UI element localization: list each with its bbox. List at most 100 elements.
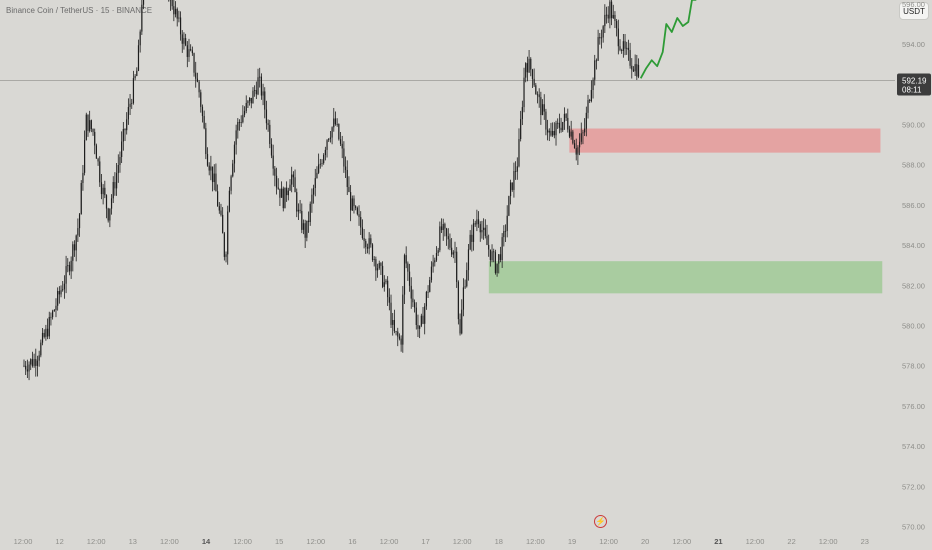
candle-body xyxy=(528,58,530,73)
candle-body xyxy=(432,262,434,267)
candle-body xyxy=(343,148,345,167)
candle-body xyxy=(585,112,587,129)
candle-body xyxy=(504,230,507,232)
candle-body xyxy=(297,209,300,212)
candle-body xyxy=(117,165,119,174)
candle-body xyxy=(380,263,382,266)
candle-body xyxy=(550,130,552,136)
candle-body xyxy=(358,214,360,218)
candle-body xyxy=(114,182,116,189)
candle-body xyxy=(590,89,592,102)
candle-body xyxy=(363,238,365,242)
candle-body xyxy=(479,224,481,233)
x-tick-label: 12:00 xyxy=(819,537,838,546)
candle-body xyxy=(393,320,395,332)
candle-body xyxy=(420,315,422,326)
candle-body xyxy=(439,226,441,251)
candle-body xyxy=(425,291,427,307)
x-axis[interactable]: 12:00 12 12:00 13 12:00 14 12:00 15 12:00 16 12:00… xyxy=(14,537,869,546)
candle-body xyxy=(552,130,554,136)
candle-body xyxy=(405,255,407,264)
candle-body xyxy=(353,198,355,207)
candle-body xyxy=(23,365,25,367)
candle-body xyxy=(186,45,188,57)
candle-body xyxy=(282,188,284,209)
candle-body xyxy=(302,223,305,230)
candle-body xyxy=(546,129,549,133)
candle-body xyxy=(498,254,500,264)
candle-body xyxy=(366,247,369,249)
candle-body xyxy=(52,311,54,318)
candle-body xyxy=(629,50,631,66)
x-tick-label: 12:00 xyxy=(453,537,472,546)
candle-body xyxy=(316,172,318,179)
candle-body xyxy=(289,184,291,191)
candle-body xyxy=(395,331,397,332)
candle-body xyxy=(560,127,562,131)
candle-body xyxy=(243,110,246,115)
candle-body xyxy=(488,244,490,250)
candle-body xyxy=(237,122,239,131)
candle-body xyxy=(104,187,106,196)
candle-body xyxy=(326,140,328,150)
x-tick-label: 13 xyxy=(129,537,137,546)
candle-body xyxy=(195,72,197,79)
candle-body xyxy=(306,220,308,238)
candle-body xyxy=(200,92,202,107)
candle-body xyxy=(40,342,42,356)
currency-button[interactable]: USDT xyxy=(899,2,929,20)
candle-body xyxy=(264,91,266,110)
candle-body xyxy=(107,208,109,221)
candle-body xyxy=(483,227,485,230)
candle-body xyxy=(228,190,230,212)
candle-body xyxy=(294,177,296,193)
candle-body xyxy=(471,234,473,242)
candle-body xyxy=(365,241,367,248)
candle-body xyxy=(190,49,192,51)
lightning-icon[interactable]: ⚡ xyxy=(594,515,607,528)
candle-body xyxy=(215,173,217,192)
candle-body xyxy=(307,220,310,223)
x-tick-label: 12:00 xyxy=(233,537,252,546)
y-tick-label: 578.00 xyxy=(902,362,925,371)
candle-body xyxy=(499,254,502,260)
x-tick-label: 22 xyxy=(787,537,795,546)
y-tick-label: 586.00 xyxy=(902,201,925,210)
candle-body xyxy=(378,263,380,269)
candle-body xyxy=(518,139,520,167)
candle-body xyxy=(139,31,141,46)
candle-body xyxy=(558,122,560,128)
candle-body xyxy=(624,41,626,49)
candle-body xyxy=(45,328,47,337)
candle-body xyxy=(572,131,574,144)
candle-body xyxy=(434,260,436,263)
candle-body xyxy=(526,63,528,73)
candle-body xyxy=(142,0,145,5)
candle-body xyxy=(427,291,429,293)
candle-body xyxy=(77,228,79,236)
candle-body xyxy=(412,298,414,303)
candle-body xyxy=(82,172,84,184)
candle-body xyxy=(334,118,337,125)
candle-body xyxy=(493,251,495,253)
candle-body xyxy=(280,188,283,198)
candle-body xyxy=(183,38,185,44)
candle-body xyxy=(626,47,628,49)
candle-body xyxy=(609,1,611,19)
candle-body xyxy=(535,85,537,95)
candle-body xyxy=(58,291,60,295)
x-tick-label: 15 xyxy=(275,537,283,546)
candle-body xyxy=(580,133,582,142)
candle-body xyxy=(95,145,97,159)
candle-body xyxy=(48,316,50,337)
candle-body xyxy=(55,305,57,310)
candle-body xyxy=(370,238,372,245)
candle-body xyxy=(511,182,513,190)
x-tick-label: 12:00 xyxy=(672,537,691,546)
candle-body xyxy=(536,94,539,96)
x-tick-label: 14 xyxy=(202,537,211,546)
candle-body xyxy=(270,143,273,156)
candle-body xyxy=(309,203,311,223)
candle-body xyxy=(265,109,268,124)
